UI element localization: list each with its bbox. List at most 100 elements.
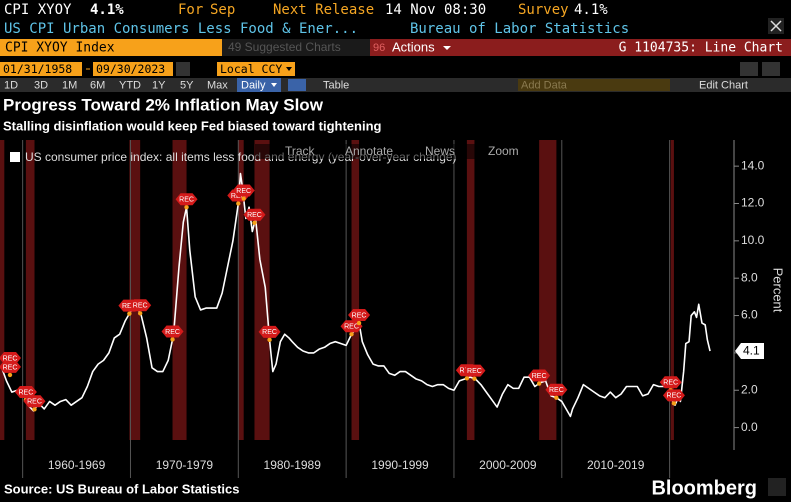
recession-icon [232, 184, 255, 197]
recession-text: REC [122, 303, 137, 310]
recession-dot [32, 407, 37, 412]
end-date-box[interactable] [93, 62, 173, 76]
recession-text: REC [262, 329, 277, 336]
redo-button[interactable] [762, 62, 780, 76]
recession-marker[interactable]: REC [243, 208, 266, 221]
recession-marker[interactable]: REC [348, 309, 371, 322]
actions[interactable]: Actions [392, 39, 435, 54]
undo-button[interactable] [740, 62, 758, 76]
recession-text: REC [3, 355, 18, 362]
last-value-tag [735, 343, 764, 360]
recession-marker[interactable]: REC [161, 325, 184, 338]
start-date-box[interactable] [0, 62, 82, 76]
recession-marker[interactable]: REC [232, 184, 255, 197]
plot: 1960-1969 1970-1979 1980-1989 1990-1999 2000… [0, 140, 786, 478]
currency: Local CCY [220, 62, 282, 76]
chart-id: G 1104735: Line Chart [619, 41, 783, 56]
source: Source: US Bureau of Labor Statistics [4, 481, 240, 496]
x-tick-label: 1960-1969 [48, 458, 106, 472]
x-tick-label: 1990-1999 [371, 458, 429, 472]
recession-dot [236, 201, 241, 206]
security: CPI XYOY Index [5, 41, 115, 56]
period-button[interactable]: Max [207, 79, 228, 91]
recession-dot [267, 337, 272, 343]
recession-text: REC [549, 387, 564, 394]
brand: Bloomberg [651, 477, 757, 499]
recession-band [129, 140, 141, 440]
recession-text: REC [179, 197, 194, 204]
x-tick-label: 1980-1989 [264, 458, 322, 472]
security-header: CPI XYOY 4.1% For Sep Next Release 14 No… [4, 2, 608, 18]
recession-marker[interactable]: REC [662, 389, 685, 402]
for-value: Sep [210, 2, 235, 18]
x-tick-label: 2010-2019 [587, 458, 645, 472]
currency-arrow [286, 67, 292, 71]
period-button[interactable]: 1M [62, 79, 77, 91]
recession-marker[interactable]: REC [23, 395, 46, 408]
overlay-tool[interactable]: Track [285, 144, 316, 158]
recession-marker[interactable]: REC [129, 299, 152, 312]
frequency-box[interactable] [237, 78, 281, 92]
calendar-button[interactable] [176, 62, 190, 76]
recession-marker[interactable]: REC [258, 325, 281, 338]
recession-band [670, 140, 674, 440]
actions-arrow [443, 46, 451, 50]
legend-swatch [10, 152, 20, 162]
recession-dot [184, 205, 189, 210]
period-button[interactable]: 1D [4, 79, 18, 91]
recession-text: REC [18, 389, 33, 396]
ticker: CPI XYOY [4, 2, 72, 18]
period-button[interactable]: 3D [34, 79, 48, 91]
start-date: 01/31/1958 [3, 62, 72, 76]
recession-icon [161, 325, 184, 338]
frequency-arrow [271, 83, 277, 87]
chart-subtitle: Stalling disinflation would keep Fed bia… [3, 118, 382, 133]
y-tick-label: 12.0 [741, 196, 765, 210]
recession-text: REC [667, 393, 682, 400]
recession-icon [463, 364, 486, 377]
next-release-value: 14 Nov 08:30 [385, 2, 486, 18]
description-row: US CPI Urban Consumers Less Food & Ener.… [4, 21, 629, 37]
period-button[interactable]: 6M [90, 79, 105, 91]
recession-dot [554, 395, 559, 400]
recession-icon [258, 325, 281, 338]
recession-icon [243, 208, 266, 221]
suggested-box[interactable] [222, 39, 370, 56]
table-button[interactable]: Table [323, 79, 349, 91]
recession-icon [528, 369, 551, 382]
recession-icon [175, 193, 198, 206]
period-button[interactable]: 5Y [180, 79, 194, 91]
recession-icon [14, 385, 37, 398]
recession-marker[interactable]: REC [659, 376, 682, 389]
recession-band [466, 140, 475, 440]
recession-icon [23, 395, 46, 408]
overlay-toolbar [255, 144, 535, 159]
period-button[interactable]: YTD [119, 79, 141, 91]
add-data-box[interactable] [518, 79, 670, 91]
period-button[interactable]: 1Y [152, 79, 166, 91]
recession-band [351, 140, 360, 440]
recession-marker[interactable]: REC [0, 360, 21, 373]
x-tick-label: 2000-2009 [479, 458, 537, 472]
recession-marker[interactable]: REC [528, 369, 551, 382]
recession-dot [170, 337, 175, 342]
recession-band [238, 140, 244, 440]
recession-marker[interactable]: REC [545, 383, 568, 396]
next-release-label: Next Release [273, 2, 374, 18]
overlay-tool[interactable]: Zoom [488, 144, 519, 158]
recession-marker[interactable]: REC [175, 193, 198, 206]
recession-icon [129, 299, 152, 312]
menu-button[interactable] [768, 478, 786, 496]
chart-type-button[interactable] [288, 79, 306, 91]
overlay-tool[interactable]: News [425, 144, 455, 158]
x-tick-label: 1970-1979 [156, 458, 214, 472]
recession-marker[interactable]: REC [463, 364, 486, 377]
recession-marker[interactable]: REC [14, 385, 37, 398]
security-box[interactable] [0, 39, 222, 56]
recession-text: REC [133, 303, 148, 310]
overlay-tool[interactable]: Annotate [345, 144, 393, 158]
recession-band [25, 140, 35, 440]
recession-dot [464, 376, 470, 381]
edit-chart[interactable]: Edit Chart [699, 79, 748, 91]
currency-box[interactable] [217, 62, 295, 76]
